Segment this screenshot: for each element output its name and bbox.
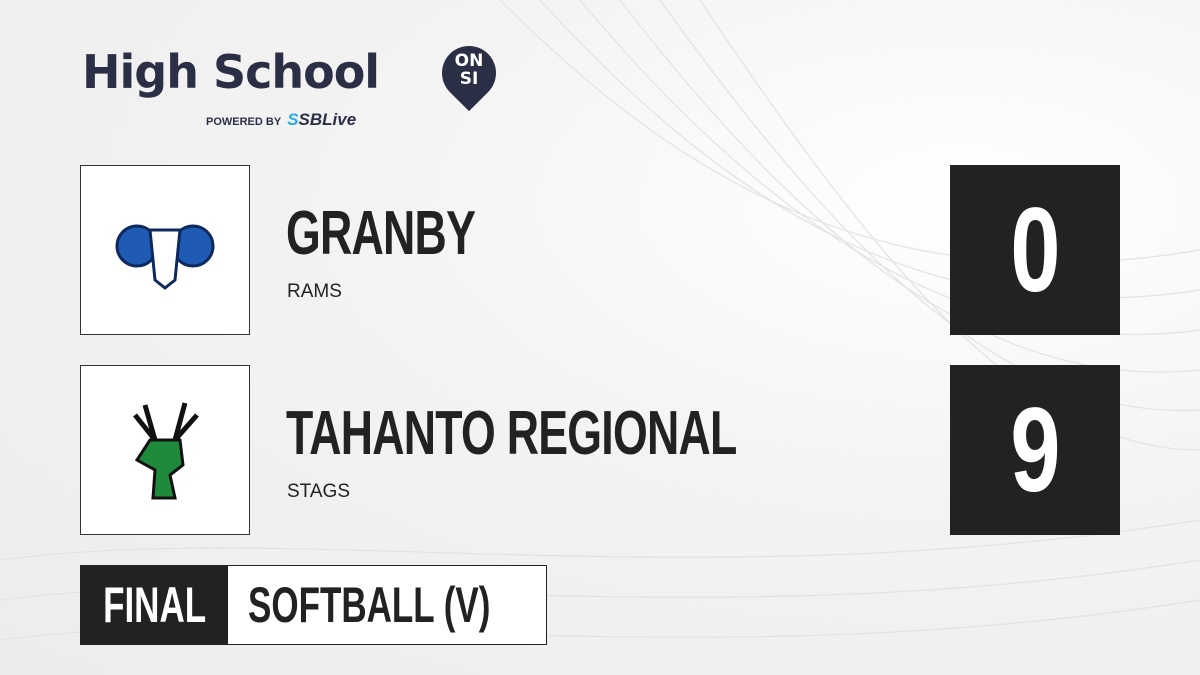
badge-bottom: SI [459, 69, 479, 89]
powered-by-label: POWERED BY [206, 116, 282, 128]
final-badge: FINAL [81, 566, 228, 644]
away-team-mascot: STAGS [287, 481, 350, 502]
brand-title: High School [82, 45, 380, 99]
ram-icon [115, 224, 215, 290]
home-team-score: 0 [950, 165, 1120, 335]
game-status-bar: FINAL SOFTBALL (V) [80, 565, 547, 645]
home-team-mascot: RAMS [287, 281, 342, 302]
stag-icon [133, 402, 199, 500]
granby-rams-logo [80, 165, 250, 335]
high-school-on-si-logo: High School ON SI POWERED BY SSBLive [82, 34, 508, 129]
home-team-name: GRANBY [286, 199, 476, 268]
tahanto-stags-logo [80, 365, 250, 535]
away-team-score: 9 [950, 365, 1120, 535]
sblive-logo: SSBLive [287, 110, 357, 129]
sport-label: SOFTBALL (V) [228, 566, 546, 644]
badge-top: ON [454, 51, 484, 71]
powered-by: POWERED BY SSBLive [206, 110, 356, 130]
away-team-name: TAHANTO REGIONAL [286, 399, 737, 468]
